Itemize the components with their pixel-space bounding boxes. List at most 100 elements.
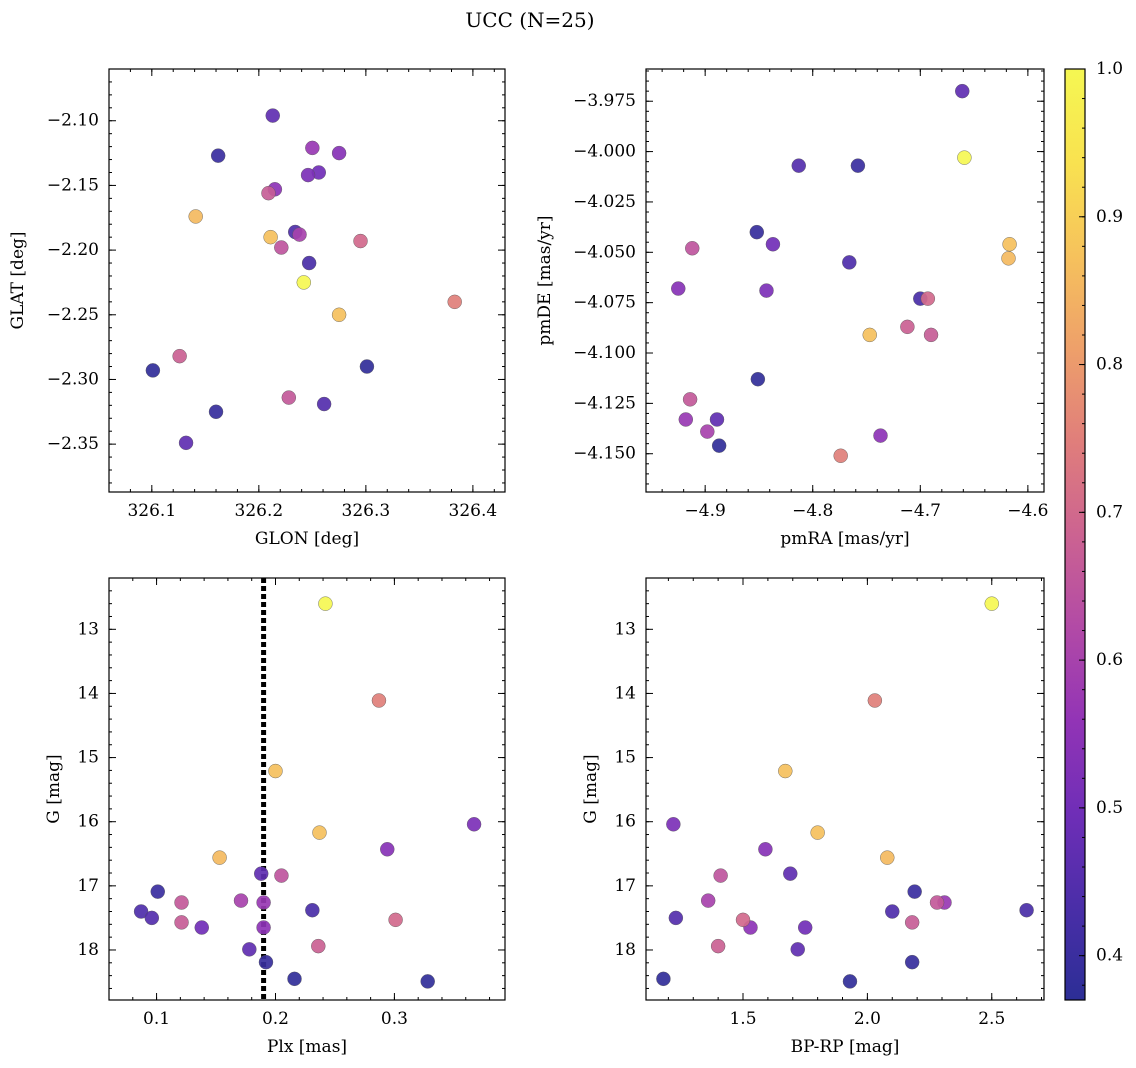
panel-bprp-g: 1.5 2.0 2.5 13 14 15 16 17 18 BP-RP [mag] G [mag…: [581, 577, 1045, 1057]
y-tick-label: −4.000: [573, 142, 636, 162]
scatter-point: [312, 825, 327, 840]
scatter-point: [254, 866, 269, 881]
scatter-point: [833, 448, 848, 463]
scatter-point: [188, 209, 203, 224]
scatter-point: [778, 763, 793, 779]
y-tick-label: 15: [77, 748, 99, 768]
y-tick-label: 17: [77, 876, 99, 896]
scatter-pmra-pmde: [671, 83, 1017, 463]
scatter-point: [700, 893, 716, 908]
scatter-point: [668, 910, 684, 926]
y-tick-label: −2.15: [47, 175, 99, 195]
scatter-point: [144, 910, 160, 926]
scatter-point: [292, 227, 307, 242]
scatter-point: [904, 954, 920, 970]
scatter-point: [133, 904, 149, 919]
x-tick-label: 326.3: [342, 501, 391, 521]
scatter-point: [749, 224, 764, 240]
ticks-pmra-pmde: −4.9 −4.8 −4.7 −4.6 −3.975 −4.000 −4.025 −4.050…: [573, 69, 1049, 521]
scatter-point: [178, 435, 194, 451]
y-tick-label: 15: [614, 748, 636, 768]
y-tick-label: 18: [614, 940, 636, 960]
y-tick-label: 16: [77, 812, 99, 832]
scatter-point: [783, 866, 798, 881]
colorbar-tick-label: 0.8: [1096, 355, 1123, 375]
ylabel-glat: GLAT [deg]: [8, 231, 28, 329]
scatter-point: [466, 817, 482, 832]
x-tick-label: −4.7: [900, 501, 941, 521]
scatter-point: [765, 237, 781, 252]
scatter-point: [194, 920, 209, 935]
scatter-point: [359, 359, 375, 374]
scatter-plx-g: [133, 578, 482, 1000]
x-tick-label: 0.1: [143, 1009, 170, 1029]
scatter-point: [261, 185, 276, 201]
scatter-point: [301, 255, 317, 271]
y-tick-label: −4.050: [573, 242, 636, 262]
scatter-point: [274, 240, 289, 255]
colorbar-ticks: 0.4 0.5 0.6 0.7 0.8 0.9 1.0: [1079, 59, 1123, 986]
xlabel-glon: GLON [deg]: [255, 529, 359, 549]
scatter-point: [281, 390, 297, 405]
panel-plx-g: 0.1 0.2 0.3 13 14 15 16 17 18 Plx [mas] G [mag]: [44, 577, 506, 1057]
scatter-point: [984, 596, 999, 611]
scatter-point: [263, 229, 278, 245]
scatter-point: [210, 148, 226, 163]
scatter-point: [300, 167, 316, 183]
scatter-point: [1002, 237, 1017, 252]
ticks-plx-g: 0.1 0.2 0.3 13 14 15 16 17 18: [77, 577, 505, 1029]
scatter-point: [735, 912, 751, 928]
y-tick-label: −2.30: [47, 369, 99, 389]
x-tick-label: −4.8: [792, 501, 833, 521]
scatter-point: [862, 327, 877, 343]
y-tick-label: 16: [614, 812, 636, 832]
y-tick-label: −4.075: [573, 293, 636, 313]
scatter-point: [885, 904, 900, 919]
scatter-glon-glat: [145, 108, 462, 451]
scatter-point: [671, 281, 686, 296]
scatter-point: [685, 241, 700, 256]
y-tick-label: −4.100: [573, 343, 636, 363]
scatter-point: [711, 438, 727, 453]
scatter-point: [867, 693, 883, 708]
axes-frame-bprp-g: [645, 577, 1045, 1001]
scatter-point: [1001, 251, 1016, 266]
scatter-point: [880, 850, 895, 865]
scatter-point: [850, 158, 866, 173]
colorbar-tick-label: 0.5: [1096, 798, 1123, 818]
scatter-point: [904, 915, 920, 930]
scatter-bprp-g: [656, 596, 1034, 989]
scatter-point: [174, 895, 189, 910]
scatter-point: [172, 348, 187, 364]
panel-pmra-pmde: −4.9 −4.8 −4.7 −4.6 −3.975 −4.000 −4.025 −4.050…: [535, 68, 1049, 549]
scatter-point: [208, 404, 224, 419]
y-tick-label: −4.125: [573, 393, 636, 413]
scatter-point: [145, 363, 161, 378]
x-tick-label: 2.5: [978, 1009, 1005, 1029]
ticks-bprp-g: 1.5 2.0 2.5 13 14 15 16 17 18: [614, 577, 1044, 1029]
ticks-glon-glat: 326.1 326.2 326.3 326.4 −2.10 −2.15 −2.20 −2.25…: [47, 68, 505, 521]
x-tick-label: 0.2: [262, 1009, 289, 1029]
scatter-point: [920, 291, 936, 306]
colorbar: 0.4 0.5 0.6 0.7 0.8 0.9 1.0: [1064, 59, 1123, 1001]
scatter-point: [305, 903, 320, 918]
xlabel-plx: Plx [mas]: [267, 1037, 347, 1057]
scatter-point: [842, 974, 858, 989]
scatter-point: [318, 596, 333, 611]
scatter-point: [256, 920, 271, 935]
x-tick-label: −4.9: [685, 501, 726, 521]
scatter-point: [274, 868, 289, 883]
x-tick-label: 1.5: [729, 1009, 756, 1029]
scatter-point: [710, 938, 726, 954]
scatter-point: [331, 307, 347, 322]
y-tick-label: −2.25: [47, 305, 99, 325]
scatter-point: [709, 412, 725, 427]
scatter-point: [242, 942, 257, 957]
scatter-point: [331, 145, 347, 161]
y-tick-label: −4.025: [573, 192, 636, 212]
scatter-point: [791, 158, 806, 173]
x-tick-label: 326.1: [127, 501, 176, 521]
scatter-point: [1019, 903, 1034, 918]
scatter-point: [212, 850, 227, 865]
